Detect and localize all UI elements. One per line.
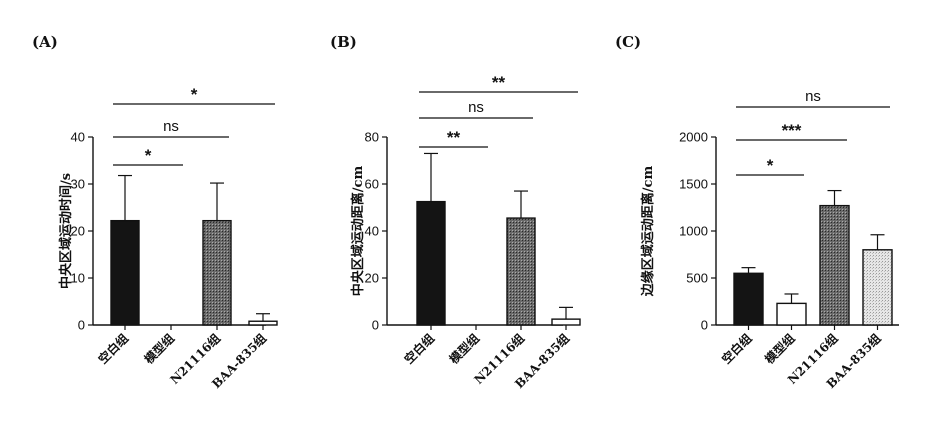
x-tick-label: 模型组 bbox=[762, 331, 798, 367]
y-tick-label: 2000 bbox=[679, 130, 708, 145]
bar bbox=[863, 250, 892, 325]
significance-label: ** bbox=[492, 73, 506, 92]
significance-label: * bbox=[767, 156, 774, 175]
bar bbox=[417, 202, 445, 325]
x-tick-label: 模型组 bbox=[141, 331, 177, 367]
bar bbox=[777, 303, 806, 325]
y-tick-label: 80 bbox=[365, 130, 379, 145]
y-tick-label: 0 bbox=[701, 318, 708, 333]
y-tick-label: 1000 bbox=[679, 224, 708, 239]
significance-label: *** bbox=[782, 121, 802, 140]
panel-label: (C) bbox=[615, 33, 641, 51]
panel-b: (B) 020406080中央区域运动距离/cm空白组模型组N21116组BAA… bbox=[330, 33, 580, 391]
y-tick-label: 20 bbox=[365, 271, 379, 286]
panel-a: (A) 010203040中央区域运动时间/s空白组模型组N21116组BAA-… bbox=[32, 33, 277, 391]
y-tick-label: 0 bbox=[78, 318, 85, 333]
panel-label: (A) bbox=[32, 33, 58, 51]
x-tick-label: 空白组 bbox=[719, 331, 755, 367]
y-axis-label: 中央区域运动距离/cm bbox=[350, 166, 366, 297]
bar bbox=[734, 273, 763, 325]
bar bbox=[111, 221, 139, 325]
bar bbox=[203, 221, 231, 325]
significance-label: * bbox=[145, 146, 152, 165]
y-tick-label: 60 bbox=[365, 177, 379, 192]
y-tick-label: 0 bbox=[372, 318, 379, 333]
x-tick-label: 模型组 bbox=[446, 331, 482, 367]
y-tick-label: 40 bbox=[365, 224, 379, 239]
significance-label: ns bbox=[805, 88, 821, 105]
significance-label: ns bbox=[468, 99, 484, 116]
significance-label: * bbox=[191, 85, 198, 104]
y-tick-label: 1500 bbox=[679, 177, 708, 192]
bar bbox=[552, 319, 580, 325]
significance-label: ** bbox=[447, 128, 461, 147]
y-tick-label: 500 bbox=[686, 271, 708, 286]
bar bbox=[820, 206, 849, 325]
panel-c: (C) 0500100015002000边缘区域运动距离/cm空白组模型组N21… bbox=[615, 33, 899, 391]
x-tick-label: 空白组 bbox=[401, 331, 437, 367]
y-axis-label: 中央区域运动时间/s bbox=[58, 173, 74, 289]
y-axis-label: 边缘区域运动距离/cm bbox=[640, 166, 656, 298]
bar bbox=[507, 218, 535, 325]
bar bbox=[249, 321, 277, 325]
y-tick-label: 40 bbox=[71, 130, 85, 145]
x-tick-label: 空白组 bbox=[95, 331, 131, 367]
panel-label: (B) bbox=[330, 33, 357, 51]
significance-label: ns bbox=[163, 118, 179, 135]
